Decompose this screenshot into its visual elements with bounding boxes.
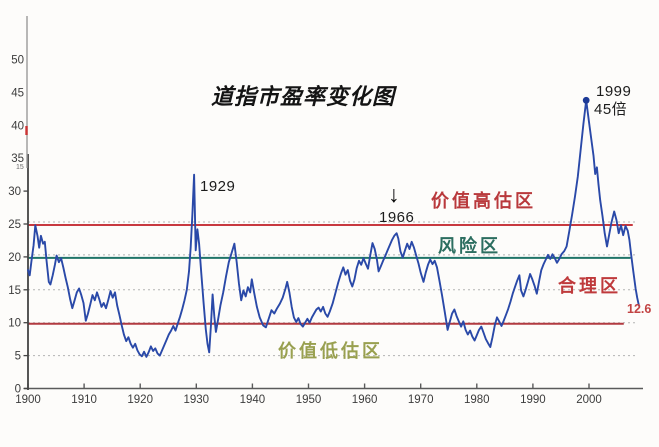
chart-title: 道指市盈率变化图 — [211, 84, 396, 110]
x-tick-label-1960: 1960 — [352, 394, 378, 406]
x-tick-label-1990: 1990 — [520, 394, 546, 406]
y-tick-label-20: 20 — [8, 252, 21, 264]
y-upper-tick-label-40: 40 — [11, 120, 24, 132]
annotation-1929: 1929 — [200, 178, 236, 195]
y-tick-label-10: 10 — [8, 318, 21, 330]
x-tick-label-1930: 1930 — [184, 394, 210, 406]
y-tick-label-30: 30 — [8, 186, 21, 198]
y-tick-label-25: 25 — [8, 219, 21, 231]
zone-label-undervalued: 价值低估区 — [278, 341, 383, 362]
x-tick-label-1910: 1910 — [71, 394, 97, 406]
y-tick-label-0: 0 — [15, 384, 21, 396]
annotation-end-value: 12.6 — [627, 302, 652, 316]
down-arrow-icon: ↓ — [388, 181, 400, 207]
peak-marker-dot — [582, 96, 590, 104]
y-upper-tick-label-35: 35 — [11, 153, 24, 165]
pe-series-line — [27, 99, 640, 358]
x-tick-label-1970: 1970 — [408, 394, 434, 406]
x-tick-label-1980: 1980 — [464, 394, 490, 406]
y-upper-tick-label-50: 50 — [11, 55, 24, 67]
annotation-45x: 45倍 — [594, 101, 628, 118]
annotation-1966: 1966 — [379, 209, 415, 226]
x-tick-label-1940: 1940 — [240, 394, 266, 406]
zone-label-risk: 风险区 — [438, 236, 501, 257]
axis-artifact-label: 15 — [16, 164, 24, 171]
annotation-1999: 1999 — [596, 83, 632, 100]
x-tick-label-1900: 1900 — [15, 394, 41, 406]
x-tick-label-1920: 1920 — [127, 394, 153, 406]
x-tick-label-2000: 2000 — [576, 394, 602, 406]
zone-label-overvalued: 价值高估区 — [431, 191, 536, 212]
y-tick-label-15: 15 — [8, 285, 21, 297]
x-tick-label-1950: 1950 — [296, 394, 322, 406]
y-upper-tick-label-45: 45 — [11, 87, 24, 99]
y-tick-label-5: 5 — [15, 351, 21, 363]
zone-label-fair: 合理区 — [558, 276, 621, 297]
